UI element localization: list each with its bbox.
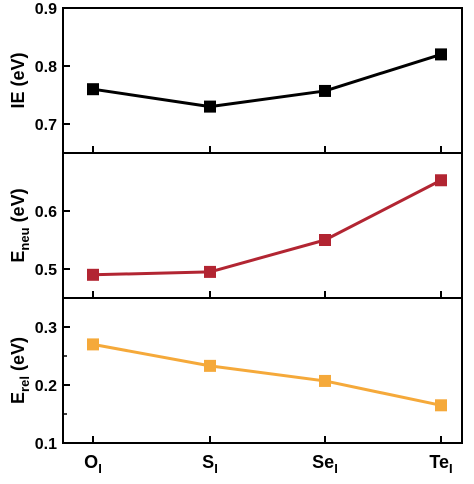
y-tick-label: 0.7 (35, 117, 57, 134)
data-point (319, 374, 331, 387)
data-point (87, 268, 99, 281)
data-point (87, 338, 99, 351)
data-point (435, 399, 447, 412)
y-axis-title: IE (eV) (8, 52, 28, 108)
data-point (319, 84, 331, 97)
y-axis-title: Eneu (eV) (8, 188, 32, 262)
panel-frame-2 (62, 297, 463, 444)
x-tick-label: SI (202, 452, 218, 476)
y-tick-label: 0.1 (35, 436, 57, 453)
data-point (204, 359, 216, 372)
series-line-2 (92, 342, 442, 407)
y-tick-label: 0.8 (35, 59, 57, 76)
y-tick-label: 0.5 (35, 262, 57, 279)
x-tick-label: OI (84, 452, 102, 476)
panel-frame-1 (62, 152, 463, 299)
data-point (435, 174, 447, 187)
x-tick-label: SeI (312, 452, 338, 476)
x-tick-label: TeI (429, 452, 452, 476)
y-tick-label: 0.9 (35, 1, 57, 18)
data-point (87, 83, 99, 96)
data-point (319, 234, 331, 246)
series-line-0 (92, 52, 442, 109)
data-point (204, 265, 216, 278)
y-tick-label: 0.3 (35, 320, 57, 337)
series-line-1 (92, 178, 442, 277)
y-tick-label: 0.6 (35, 204, 57, 221)
panel-frame-0 (62, 7, 463, 154)
y-tick-label: 0.2 (35, 378, 57, 395)
y-axis-title: Erel (eV) (8, 337, 32, 404)
data-point (435, 48, 447, 61)
data-point (204, 100, 216, 113)
